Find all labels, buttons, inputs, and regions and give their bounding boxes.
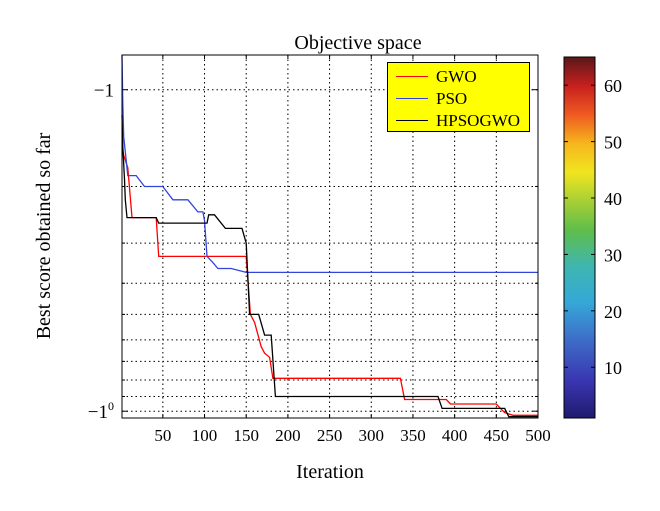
x-axis: 50 100 150 200 250 300 350 400 450 500 [154,55,551,445]
x-tick-label: 50 [154,426,171,445]
x-tick-label: 400 [442,426,468,445]
legend-swatch-gwo [396,76,428,77]
y-tick-label-exponent: 0 [108,399,114,413]
colorbar-tick-label: 40 [604,189,622,209]
colorbar-tick-label: 10 [604,358,622,378]
series-layer [121,54,538,418]
legend-item-pso: PSO [388,88,529,110]
x-tick-label: 100 [192,426,218,445]
y-axis: −1−10 [88,81,538,423]
x-axis-label: Iteration [296,461,364,483]
y-tick-label-base: −1 [94,81,114,102]
x-tick-label: 300 [359,426,385,445]
x-tick-label: 200 [275,426,301,445]
x-tick-label: 350 [400,426,426,445]
series-line-pso [121,54,538,274]
x-tick-label: 450 [484,426,510,445]
legend-label-pso: PSO [436,89,468,108]
colorbar-tick-label: 50 [604,133,622,153]
y-tick-label-base: −1 [88,402,108,423]
x-tick-label: 250 [317,426,343,445]
x-tick-label: 500 [525,426,551,445]
legend-swatch-pso [396,98,428,99]
colorbar-tick-label: 30 [604,245,622,265]
legend-swatch-hpsogwo [396,120,428,121]
chart-title: Objective space [294,32,421,54]
legend-item-hpsogwo: HPSOGWO [388,110,529,132]
colorbar-tick-label: 60 [604,76,622,96]
legend-label-gwo: GWO [436,67,477,86]
y-tick-label: −1 [94,81,114,102]
colorbar [563,56,596,419]
y-axis-label: Best score obtained so far [33,132,55,339]
series-line-hpsogwo [121,115,538,418]
legend-item-gwo: GWO [388,66,529,88]
legend-label-hpsogwo: HPSOGWO [436,111,521,130]
colorbar-ticks: 10 20 30 40 50 60 [564,76,622,378]
colorbar-tick-label: 20 [604,302,622,322]
y-tick-label: −10 [88,399,114,423]
legend: GWO PSO HPSOGWO [387,62,530,132]
x-tick-label: 150 [233,426,259,445]
